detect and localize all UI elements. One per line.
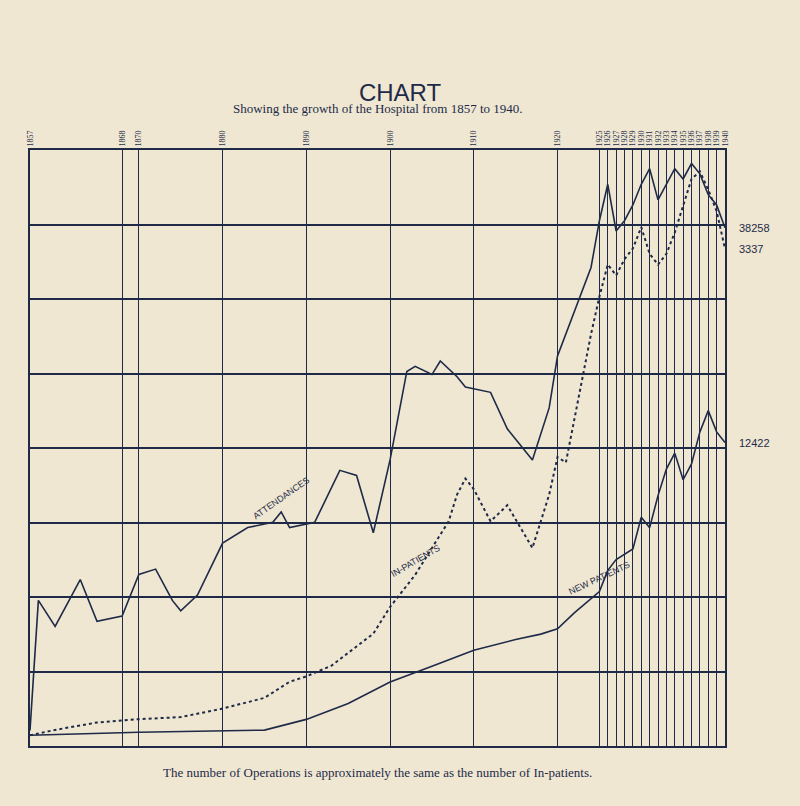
svg-text:1868: 1868 xyxy=(118,130,127,146)
svg-text:1890: 1890 xyxy=(302,130,311,146)
svg-text:1934: 1934 xyxy=(670,130,679,146)
svg-text:1935: 1935 xyxy=(679,130,688,146)
svg-text:1927: 1927 xyxy=(612,130,621,146)
svg-text:1910: 1910 xyxy=(469,130,478,146)
svg-text:1936: 1936 xyxy=(687,130,696,146)
svg-text:1931: 1931 xyxy=(645,130,654,146)
svg-text:1937: 1937 xyxy=(695,130,704,146)
svg-text:1928: 1928 xyxy=(620,130,629,146)
svg-text:1870: 1870 xyxy=(134,130,143,146)
svg-text:1930: 1930 xyxy=(637,130,646,146)
svg-text:1933: 1933 xyxy=(662,130,671,146)
svg-text:12422: 12422 xyxy=(739,437,770,449)
svg-text:1938: 1938 xyxy=(704,130,713,146)
svg-text:1880: 1880 xyxy=(218,130,227,146)
svg-text:1926: 1926 xyxy=(603,130,612,146)
svg-text:1925: 1925 xyxy=(595,130,604,146)
svg-text:1932: 1932 xyxy=(654,130,663,146)
svg-text:1940: 1940 xyxy=(721,130,730,146)
svg-text:1929: 1929 xyxy=(628,130,637,146)
svg-text:The number of Operations is ap: The number of Operations is approximatel… xyxy=(163,765,592,780)
svg-text:1939: 1939 xyxy=(712,130,721,146)
svg-text:1900: 1900 xyxy=(386,130,395,146)
svg-text:IN-PATIENTS: IN-PATIENTS xyxy=(389,543,441,579)
svg-text:1857: 1857 xyxy=(26,130,35,146)
svg-text:Showing the growth of the Hosp: Showing the growth of the Hospital from … xyxy=(233,101,523,116)
svg-text:38258: 38258 xyxy=(739,222,770,234)
svg-text:NEW PATIENTS: NEW PATIENTS xyxy=(567,560,631,597)
svg-text:CHART: CHART xyxy=(359,79,442,106)
svg-text:ATTENDANCES: ATTENDANCES xyxy=(251,475,311,521)
svg-text:1920: 1920 xyxy=(553,130,562,146)
svg-text:3337: 3337 xyxy=(739,243,763,255)
